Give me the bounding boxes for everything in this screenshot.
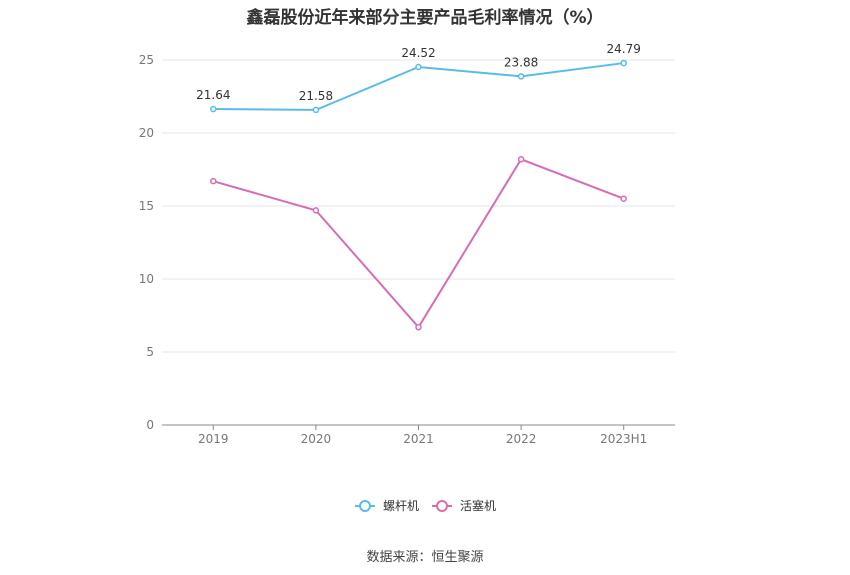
legend-label: 活塞机 bbox=[460, 498, 496, 513]
data-point bbox=[517, 156, 525, 163]
data-point bbox=[415, 323, 422, 331]
y-tick-label: 0 bbox=[146, 418, 154, 432]
data-point bbox=[620, 59, 627, 67]
data-label: 24.79 bbox=[607, 42, 641, 56]
x-tick-label: 2023H1 bbox=[600, 432, 647, 446]
x-tick-label: 2021 bbox=[403, 432, 434, 446]
legend-marker bbox=[359, 500, 371, 512]
y-tick-label: 15 bbox=[139, 199, 154, 213]
y-tick-label: 20 bbox=[139, 126, 154, 140]
data-point bbox=[210, 177, 217, 185]
data-point bbox=[620, 195, 627, 202]
data-point bbox=[415, 63, 422, 71]
y-tick-label: 25 bbox=[139, 53, 154, 67]
data-point bbox=[312, 106, 320, 114]
y-tick-label: 5 bbox=[146, 345, 154, 359]
data-point bbox=[210, 105, 217, 113]
data-point bbox=[517, 73, 525, 80]
data-source: 数据来源：恒生聚源 bbox=[366, 550, 484, 565]
data-label: 21.58 bbox=[299, 89, 333, 103]
y-tick-label: 10 bbox=[139, 272, 154, 286]
chart-title: 鑫磊股份近年来部分主要产品毛利率情况（%） bbox=[246, 8, 604, 28]
x-tick-label: 2020 bbox=[301, 432, 332, 446]
x-tick-label: 2022 bbox=[506, 432, 537, 446]
data-label: 24.52 bbox=[401, 46, 435, 60]
legend-label: 螺杆机 bbox=[383, 499, 419, 513]
data-point bbox=[312, 207, 320, 214]
legend-marker bbox=[436, 500, 448, 512]
data-label: 21.64 bbox=[196, 88, 230, 102]
series-line bbox=[213, 158, 625, 329]
data-label: 23.88 bbox=[504, 55, 538, 69]
x-tick-label: 2019 bbox=[198, 432, 229, 446]
